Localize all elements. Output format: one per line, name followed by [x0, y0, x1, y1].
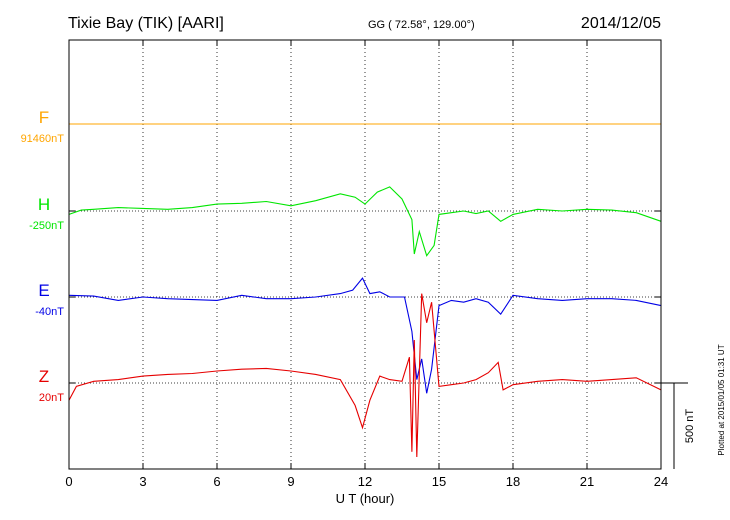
- series-line-z: [68, 293, 662, 458]
- x-tick-label: 18: [506, 474, 520, 489]
- series-line-e: [68, 277, 662, 394]
- grid: [142, 40, 588, 469]
- x-tick-label: 9: [287, 474, 294, 489]
- series-line-h: [68, 186, 662, 257]
- series-group: [68, 123, 662, 458]
- station-coords: GG ( 72.58°, 129.00°): [368, 19, 475, 31]
- x-tick-label: 15: [432, 474, 446, 489]
- x-tick-label: 21: [580, 474, 594, 489]
- series-baseline-z: 20nT: [39, 392, 64, 404]
- x-tick-label: 3: [139, 474, 146, 489]
- x-tick-label: 24: [654, 474, 668, 489]
- chart-date: 2014/12/05: [581, 15, 661, 32]
- x-axis-label: U T (hour): [336, 491, 395, 506]
- plot-timestamp: Plotted at 2015/01/05 01:31 UT: [717, 344, 726, 455]
- x-ticks: 0 3 6 9 12 15 18 21 24: [65, 40, 668, 489]
- series-baseline-h: -250nT: [29, 220, 64, 232]
- series-name-f: F: [39, 108, 49, 127]
- x-tick-label: 6: [213, 474, 220, 489]
- scale-bar-label: 500 nT: [684, 409, 696, 444]
- series-name-e: E: [38, 281, 49, 300]
- series-name-h: H: [38, 195, 50, 214]
- series-name-z: Z: [39, 367, 49, 386]
- series-labels: F 91460nT H -250nT E -40nT Z 20nT: [21, 108, 65, 404]
- station-title: Tixie Bay (TIK) [AARI]: [68, 15, 224, 32]
- x-tick-label: 0: [65, 474, 72, 489]
- scale-bar: 500 nT: [661, 382, 696, 469]
- series-baseline-f: 91460nT: [21, 133, 65, 145]
- x-tick-label: 12: [358, 474, 372, 489]
- series-baseline-e: -40nT: [35, 306, 64, 318]
